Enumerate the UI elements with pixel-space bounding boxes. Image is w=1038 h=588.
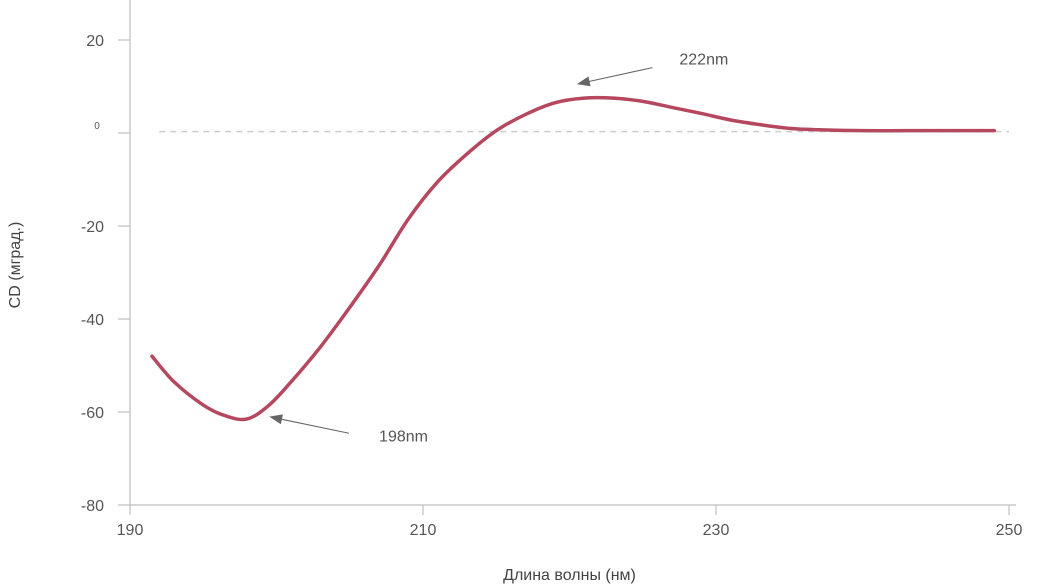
annotation-arrow-line: [589, 67, 653, 82]
x-axis-title: Длина волны (нм): [503, 567, 636, 584]
annotation-label: 198nm: [379, 428, 428, 445]
annotation-arrow-head: [269, 414, 283, 425]
y-ticks: 20 0 -20 -40 -60 -80: [81, 33, 130, 515]
x-tick-label: 230: [703, 522, 730, 539]
y-tick-label: -20: [81, 219, 104, 236]
annotations: 222nm 198nm: [269, 52, 728, 445]
y-tick-label: 20: [86, 33, 104, 50]
x-tick-label: 210: [410, 522, 437, 539]
y-tick-label: -40: [81, 312, 104, 329]
y-axis-title: CD (мград.): [7, 222, 24, 309]
x-ticks: 190 210 230 250: [117, 505, 1023, 539]
x-tick-label: 250: [996, 522, 1023, 539]
axes: [129, 0, 1016, 506]
annotation-arrow-line: [281, 418, 350, 434]
x-tick-label: 190: [117, 522, 144, 539]
series-layer: [150, 95, 997, 422]
y-tick-label: -80: [81, 498, 104, 515]
cd-curve: [150, 95, 997, 422]
annotation-label: 222nm: [679, 52, 728, 69]
y-tick-label: -60: [81, 405, 104, 422]
y-tick-label: 0: [94, 121, 100, 132]
annotation-arrow-head: [576, 76, 591, 87]
